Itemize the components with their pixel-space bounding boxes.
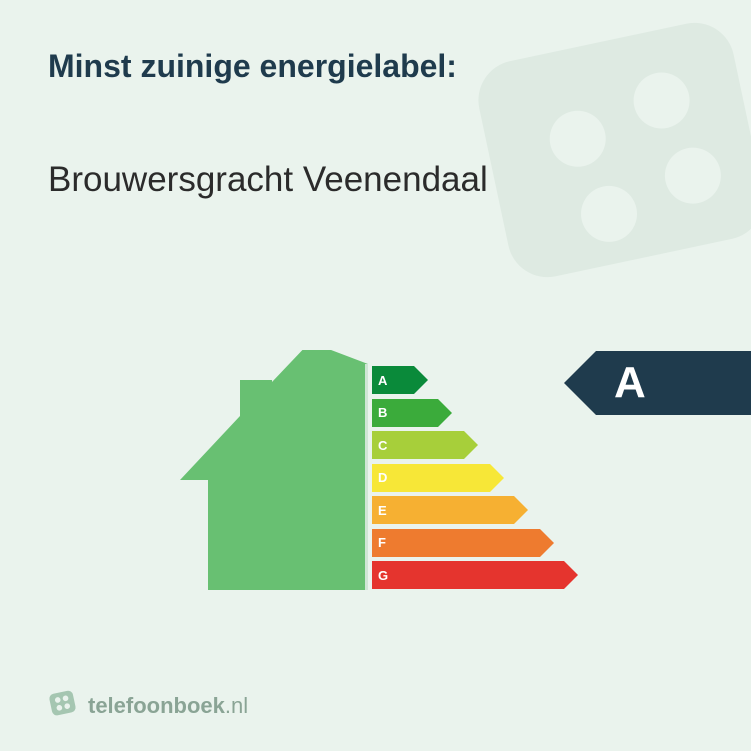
bar-label: E [378, 503, 387, 518]
footer-brand-thin: .nl [225, 693, 248, 718]
bar-label: D [378, 470, 387, 485]
bar-arrow-icon [490, 464, 504, 492]
bar-label: A [378, 373, 387, 388]
energy-label-chart: A B C D E [180, 350, 580, 610]
bar-body: F [372, 529, 540, 557]
bar-arrow-icon [514, 496, 528, 524]
bar-arrow-icon [540, 529, 554, 557]
bar-label: G [378, 568, 388, 583]
bar-g: G [372, 559, 564, 591]
bar-label: B [378, 405, 387, 420]
bar-f: F [372, 527, 564, 559]
bar-d: D [372, 462, 564, 494]
bar-body: A [372, 366, 414, 394]
footer-text: telefoonboek.nl [88, 693, 248, 719]
phonebook-icon [45, 685, 82, 725]
location-name: Brouwersgracht Veenendaal [48, 160, 488, 200]
pointer-arrow-icon [564, 351, 596, 415]
rating-pointer: A [564, 351, 751, 415]
bar-body: E [372, 496, 514, 524]
bar-label: F [378, 535, 386, 550]
footer-brand: telefoonboek.nl [48, 688, 248, 723]
bar-body: G [372, 561, 564, 589]
bar-arrow-icon [414, 366, 428, 394]
bar-arrow-icon [564, 561, 578, 589]
pointer-label: A [614, 358, 646, 408]
bar-body: D [372, 464, 490, 492]
bar-label: C [378, 438, 387, 453]
bar-a: A [372, 364, 564, 396]
footer-brand-bold: telefoonboek [88, 693, 225, 718]
bar-c: C [372, 429, 564, 461]
bar-b: B [372, 397, 564, 429]
bar-body: C [372, 431, 464, 459]
bar-arrow-icon [464, 431, 478, 459]
bar-arrow-icon [438, 399, 452, 427]
energy-bars: A B C D E [372, 364, 564, 592]
chart-divider [365, 364, 368, 590]
bar-body: B [372, 399, 438, 427]
bar-e: E [372, 494, 564, 526]
house-icon [180, 350, 368, 605]
pointer-body: A [596, 351, 751, 415]
page-title: Minst zuinige energielabel: [48, 48, 457, 85]
